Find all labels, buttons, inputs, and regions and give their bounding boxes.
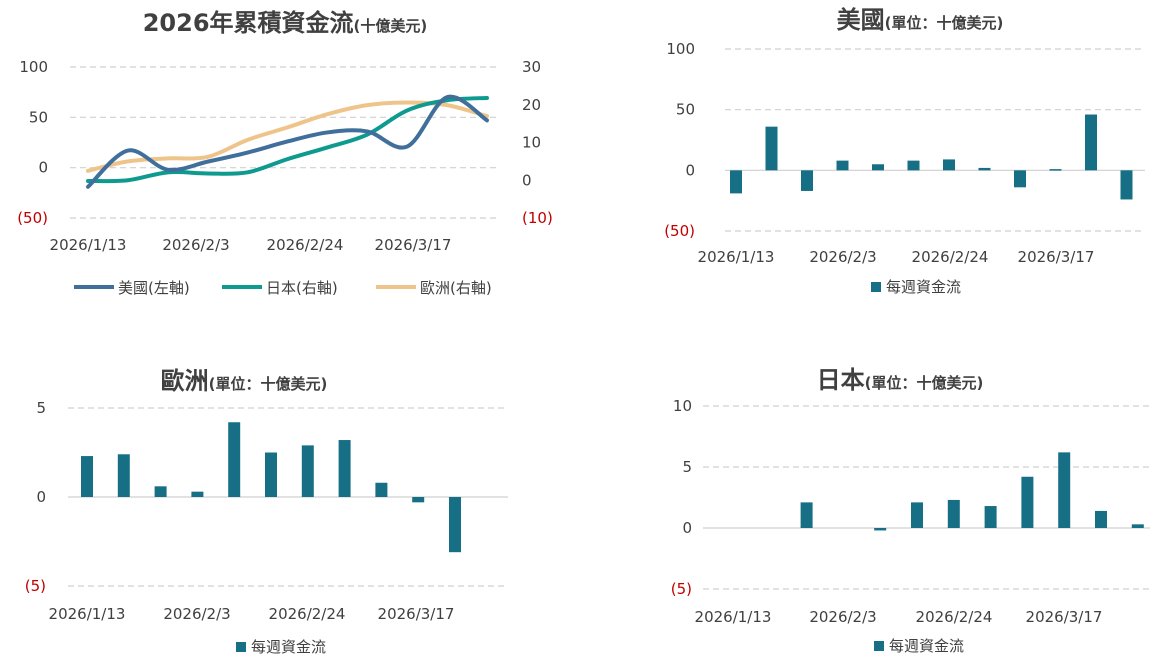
bar xyxy=(154,486,167,497)
left-axis-tick-label: 0 xyxy=(38,159,48,177)
bar xyxy=(81,456,93,497)
y-axis-tick-label: 0 xyxy=(685,161,695,179)
x-axis-tick-label: 2026/2/3 xyxy=(162,236,229,254)
bar xyxy=(265,452,277,497)
cumulative-flow-svg: 2026年累積資金流(十億美元) 100500(50)3020100(10)20… xyxy=(17,9,553,297)
japan-weekly-chart: 日本(單位：十億美元) 10 5 0 (5) 2026/1/13 2026/2/3 2026… xyxy=(585,330,1171,662)
y-axis-tick-label: (5) xyxy=(671,580,692,598)
left-axis-tick-label: 100 xyxy=(19,58,48,76)
series-line-japan xyxy=(86,95,489,184)
y-axis-tick-label: 100 xyxy=(666,40,695,58)
x-axis-tick-label: 2026/2/24 xyxy=(269,605,346,623)
cumulative-flow-chart: 2026年累積資金流(十億美元) 100 50 0 (50) 30 20 10 0 (10) 20… xyxy=(0,0,585,330)
bar xyxy=(801,170,813,191)
chart-title: 日本(單位：十億美元) xyxy=(817,366,984,394)
left-axis-tick-label: 50 xyxy=(29,108,48,126)
x-axis-tick-label: 2026/3/17 xyxy=(1018,248,1095,266)
bar xyxy=(117,454,130,497)
bar xyxy=(1049,169,1062,171)
y-axis-tick-label: 5 xyxy=(682,458,692,476)
bar xyxy=(191,491,204,497)
y-axis-tick-label: (50) xyxy=(664,222,695,240)
right-axis-tick-label: 20 xyxy=(522,96,541,114)
x-axis-tick-label: 2026/2/3 xyxy=(809,248,876,266)
y-axis-tick-label: 0 xyxy=(36,488,46,506)
series-line-us xyxy=(86,94,489,189)
legend-label-japan: 日本(右軸) xyxy=(266,279,338,297)
y-axis-tick-label: 5 xyxy=(36,399,46,417)
bar xyxy=(1021,476,1034,528)
legend-label: 每週資金流 xyxy=(886,278,961,296)
legend-swatch xyxy=(236,642,246,652)
x-axis-tick-label: 2026/2/3 xyxy=(809,608,876,626)
y-axis-tick-label: 10 xyxy=(673,397,692,415)
bar xyxy=(228,422,241,497)
x-axis-tick-label: 2026/2/24 xyxy=(912,248,989,266)
x-axis-tick-label: 2026/1/13 xyxy=(49,605,126,623)
x-axis-tick-label: 2026/2/24 xyxy=(267,236,344,254)
bar xyxy=(301,445,314,497)
bar xyxy=(1095,510,1107,528)
legend-swatch xyxy=(874,641,884,651)
us-weekly-svg: 美國(單位：十億美元) 100 50 0 (50)2026/1/13 2026/2/3 2… xyxy=(664,6,1145,296)
europe-weekly-svg: 歐洲(單位：十億美元) 5 0 (5)2026/1/13 2026/2/3 2026/2… xyxy=(25,367,508,656)
japan-weekly-svg: 日本(單位：十億美元) 10 5 0 (5)2026/1/13 2026/2/3 2026… xyxy=(671,366,1150,655)
x-axis-tick-label: 2026/3/17 xyxy=(1026,608,1103,626)
bar xyxy=(984,506,997,528)
bar xyxy=(800,502,813,528)
x-axis-tick-label: 2026/1/13 xyxy=(695,608,772,626)
bar xyxy=(1131,524,1144,528)
x-axis-tick-label: 2026/2/24 xyxy=(916,608,993,626)
chart-title: 2026年累積資金流(十億美元) xyxy=(143,9,428,37)
x-axis-tick-label: 2026/1/13 xyxy=(698,248,775,266)
bar xyxy=(1120,170,1133,200)
legend-label-us: 美國(左軸) xyxy=(118,279,190,297)
x-axis-tick-label: 2026/3/17 xyxy=(378,605,455,623)
right-axis-tick-label: 10 xyxy=(522,134,541,152)
left-axis-tick-label: (50) xyxy=(17,209,48,227)
bar xyxy=(412,497,425,503)
us-weekly-chart: 美國(單位：十億美元) 100 50 0 (50) 2026/1/13 2026/2/3 2… xyxy=(585,0,1171,330)
bar xyxy=(1085,114,1097,171)
series-line-europe xyxy=(86,100,489,173)
bar xyxy=(978,167,991,171)
chart-title: 美國(單位：十億美元) xyxy=(837,6,1004,34)
bar xyxy=(338,440,351,497)
y-axis-tick-label: 0 xyxy=(682,519,692,537)
bar xyxy=(1058,452,1071,528)
bar xyxy=(375,482,388,497)
y-axis-tick-label: 50 xyxy=(676,101,695,119)
x-axis-tick-label: 2026/2/3 xyxy=(163,605,230,623)
right-axis-tick-label: 30 xyxy=(522,58,541,76)
bar xyxy=(943,159,955,171)
legend-swatch xyxy=(871,282,881,292)
chart-title: 歐洲(單位：十億美元) xyxy=(161,367,328,395)
bar xyxy=(836,160,849,171)
bar xyxy=(765,126,778,171)
x-axis-tick-label: 2026/1/13 xyxy=(50,236,127,254)
right-axis-tick-label: 0 xyxy=(522,171,532,189)
bar xyxy=(907,160,920,171)
bar xyxy=(874,528,887,531)
legend-label: 每週資金流 xyxy=(889,637,964,655)
bar xyxy=(911,502,923,528)
legend-label: 每週資金流 xyxy=(251,638,326,656)
right-axis-tick-label: (10) xyxy=(522,209,553,227)
bar xyxy=(947,499,960,528)
bar xyxy=(730,170,742,194)
europe-weekly-chart: 歐洲(單位：十億美元) 5 0 (5) 2026/1/13 2026/2/3 2026/2… xyxy=(0,330,585,662)
bar xyxy=(1014,170,1026,188)
legend-label-europe: 歐洲(右軸) xyxy=(420,279,492,297)
bar xyxy=(872,164,884,171)
y-axis-tick-label: (5) xyxy=(25,577,46,595)
x-axis-tick-label: 2026/3/17 xyxy=(375,236,452,254)
bar xyxy=(449,497,461,553)
